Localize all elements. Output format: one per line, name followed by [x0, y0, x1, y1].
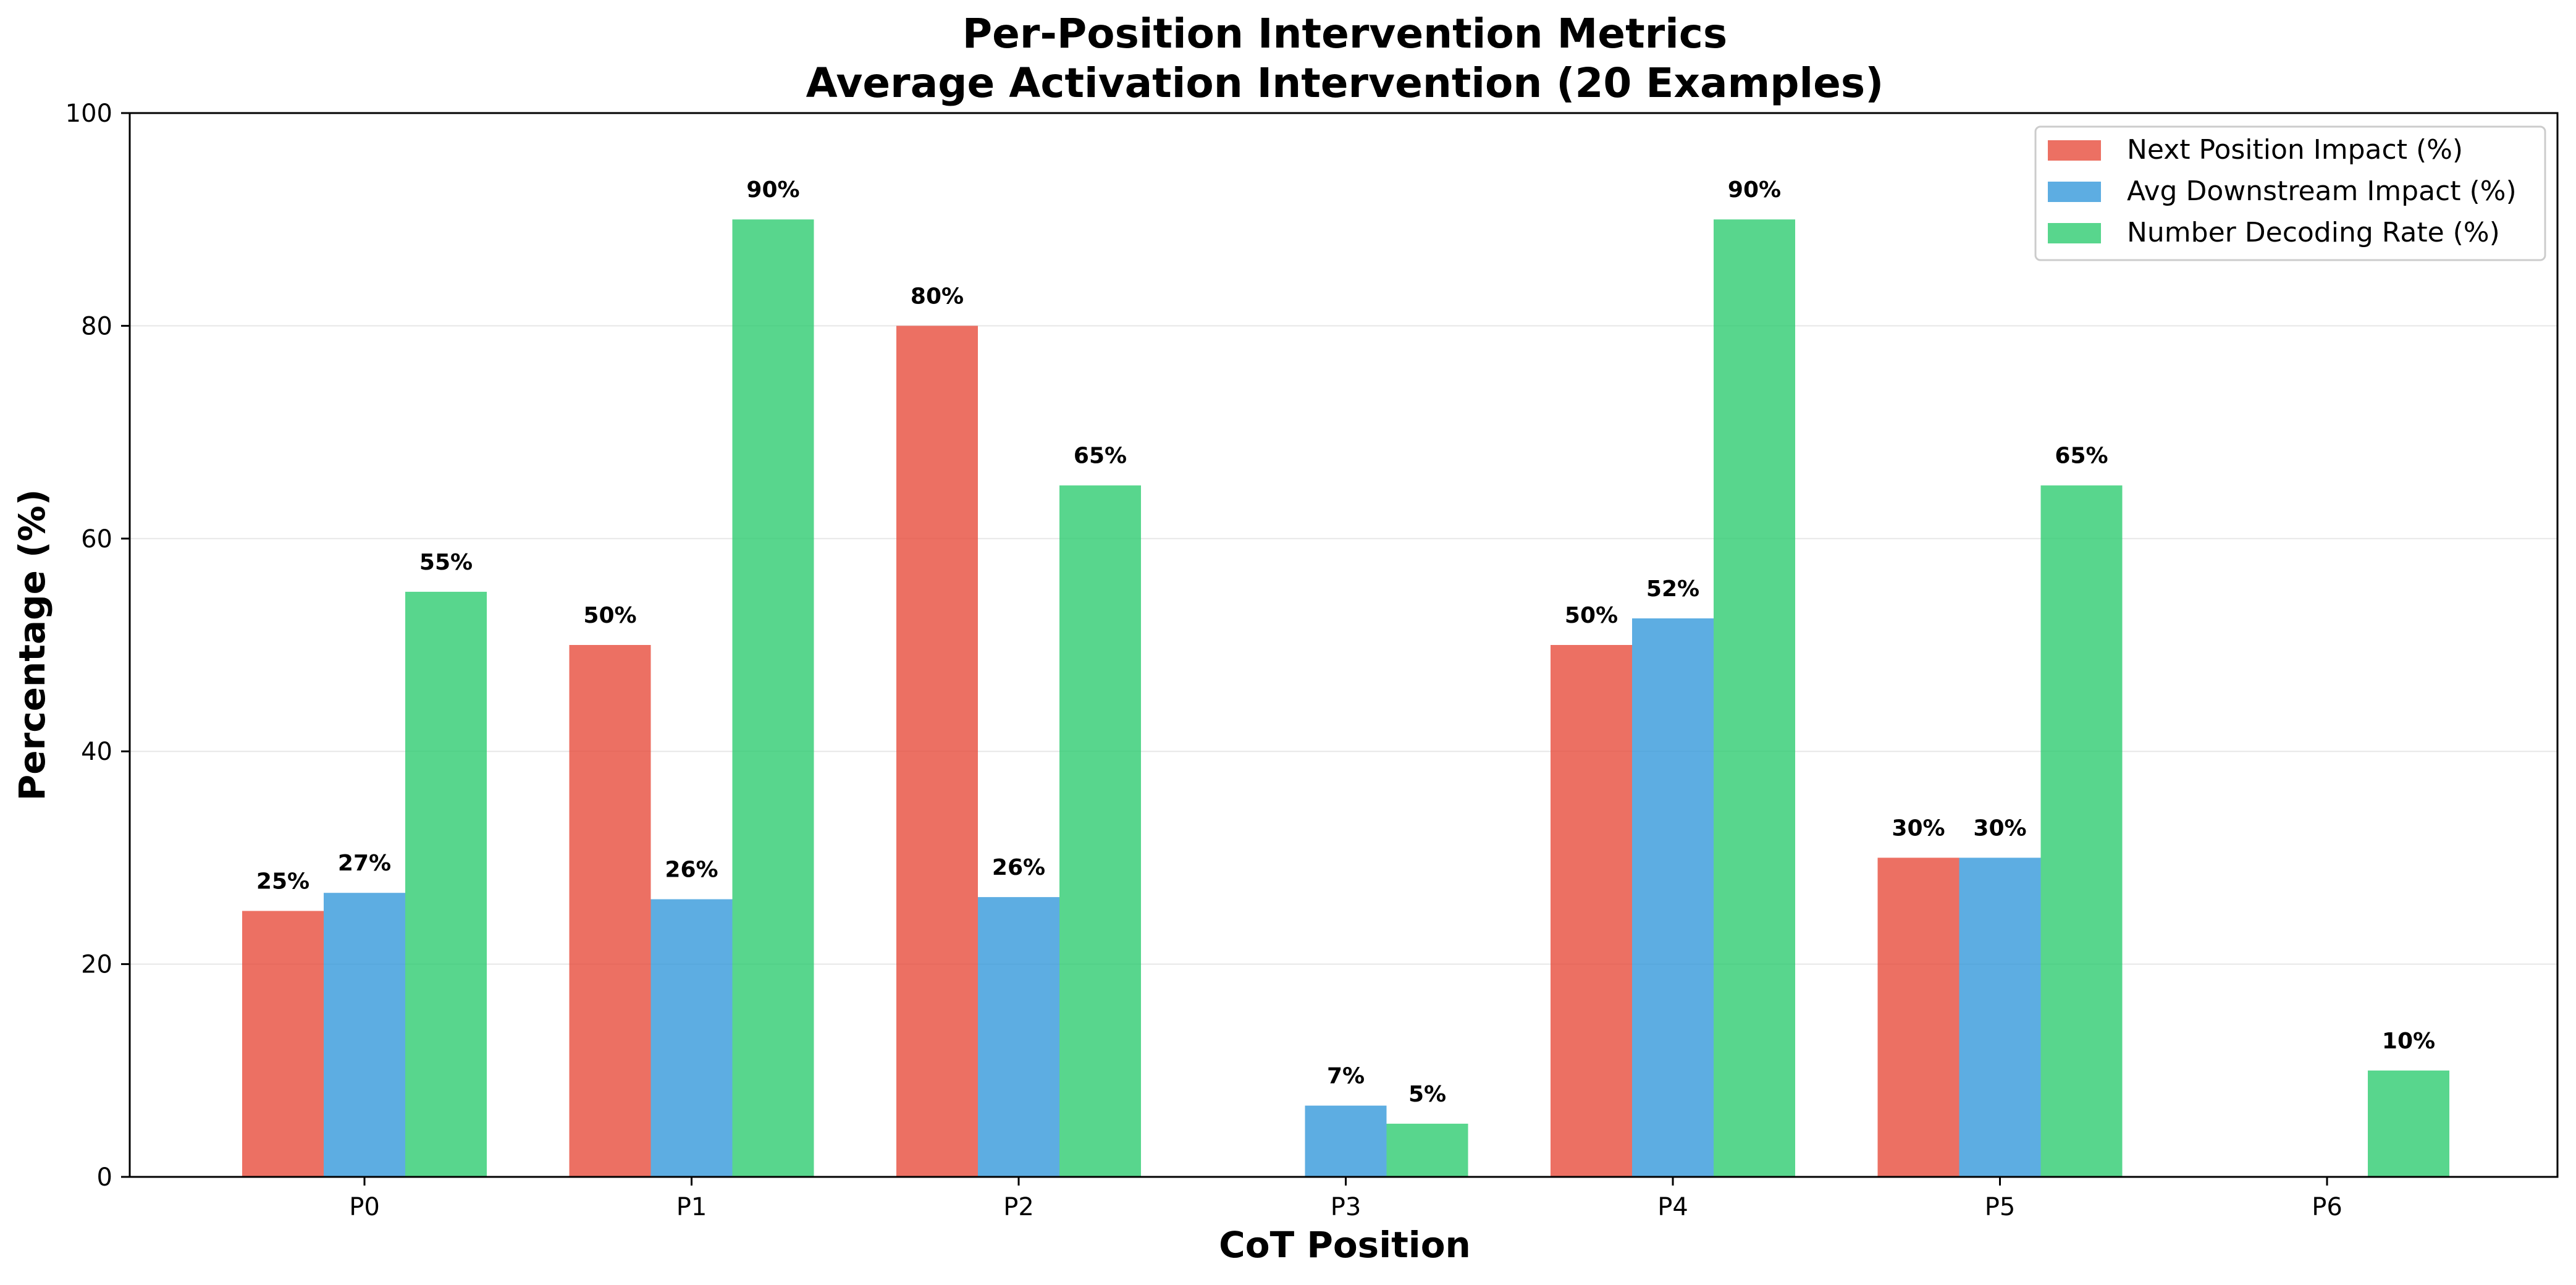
bar-label-avg-downstream-p3: 7%	[1327, 1064, 1365, 1089]
bar-avg-downstream-p5	[1959, 857, 2041, 1177]
y-tick-label-40: 40	[81, 738, 112, 766]
y-axis-ticks: 0 20 40 60 80 100	[65, 99, 130, 1192]
legend-swatch-next-position	[2048, 140, 2101, 161]
bar-label-number-decoding-p4: 90%	[1728, 177, 1781, 203]
bar-number-decoding-p1	[732, 219, 814, 1178]
bar-next-position-p4	[1551, 645, 1632, 1177]
x-tick-label-p2: P2	[1003, 1193, 1034, 1221]
plot-frame	[128, 112, 2559, 1178]
bar-number-decoding-p5	[2040, 485, 2123, 1178]
legend-swatch-number-decoding	[2048, 223, 2101, 243]
bar-label-number-decoding-p1: 90%	[746, 177, 799, 203]
bar-label-next-position-p1: 50%	[583, 603, 636, 628]
chart-title: Per-Position Intervention Metrics	[962, 10, 1727, 57]
chart-subtitle: Average Activation Intervention (20 Exam…	[806, 59, 1884, 107]
bar-label-avg-downstream-p4: 52%	[1646, 576, 1699, 602]
bar-number-decoding-p4	[1714, 219, 1795, 1178]
bar-number-decoding-p0	[405, 591, 487, 1177]
y-axis-label: Percentage (%)	[11, 489, 53, 801]
bar-avg-downstream-p3	[1305, 1105, 1387, 1177]
legend-swatch-avg-downstream	[2048, 182, 2101, 202]
bar-next-position-p0	[242, 911, 324, 1177]
x-tick-label-p6: P6	[2312, 1193, 2342, 1221]
x-axis-label: CoT Position	[1219, 1224, 1471, 1266]
x-tick-label-p5: P5	[1985, 1193, 2016, 1221]
bar-label-number-decoding-p0: 55%	[419, 550, 473, 575]
legend: Next Position Impact (%) Avg Downstream …	[2034, 125, 2546, 261]
x-tick-label-p3: P3	[1331, 1193, 1362, 1221]
legend-label-next-position: Next Position Impact (%)	[2127, 134, 2463, 166]
bar-avg-downstream-p2	[978, 897, 1059, 1177]
bar-avg-downstream-p0	[324, 893, 405, 1177]
bar-label-avg-downstream-p2: 26%	[992, 855, 1045, 880]
bar-avg-downstream-p1	[650, 899, 733, 1177]
bar-label-avg-downstream-p1: 26%	[665, 857, 718, 883]
bar-label-avg-downstream-p5: 30%	[1973, 815, 2026, 841]
legend-label-number-decoding: Number Decoding Rate (%)	[2127, 217, 2500, 248]
bar-label-next-position-p5: 30%	[1892, 815, 1945, 841]
bar-label-number-decoding-p2: 65%	[1074, 444, 1127, 469]
bar-label-next-position-p2: 80%	[911, 284, 964, 309]
bar-label-next-position-p4: 50%	[1565, 603, 1618, 628]
y-tick-label-100: 100	[65, 99, 112, 128]
x-axis-ticks: P0 P1 P2 P3 P4 P5 P6	[349, 1177, 2342, 1221]
y-tick-label-80: 80	[81, 312, 112, 340]
x-tick-label-p4: P4	[1657, 1193, 1688, 1221]
bar-number-decoding-p3	[1386, 1123, 1468, 1177]
bar-label-number-decoding-p5: 65%	[2055, 444, 2108, 469]
bars	[242, 219, 2449, 1178]
bar-next-position-p2	[896, 326, 978, 1177]
x-tick-label-p1: P1	[676, 1193, 707, 1221]
y-tick-label-20: 20	[81, 951, 112, 979]
bar-next-position-p1	[569, 645, 651, 1177]
bar-avg-downstream-p4	[1632, 618, 1714, 1177]
bar-label-number-decoding-p3: 5%	[1408, 1082, 1446, 1107]
gridlines	[130, 325, 2557, 965]
legend-label-avg-downstream: Avg Downstream Impact (%)	[2127, 175, 2517, 207]
bar-number-decoding-p6	[2368, 1070, 2449, 1177]
bar-number-decoding-p2	[1059, 485, 1141, 1178]
bar-next-position-p5	[1877, 857, 1959, 1177]
bar-labels: 25% 50% 80% 50% 30% 27% 26% 26% 7% 52% 30% 55% 90% 65…	[256, 177, 2435, 1107]
bar-label-avg-downstream-p0: 27%	[338, 851, 391, 876]
x-tick-label-p0: P0	[349, 1193, 380, 1221]
y-tick-label-60: 60	[81, 525, 112, 554]
bar-label-number-decoding-p6: 10%	[2382, 1029, 2435, 1054]
y-tick-label-0: 0	[97, 1163, 112, 1192]
bar-label-next-position-p0: 25%	[256, 869, 309, 895]
legend-frame	[2034, 125, 2546, 261]
